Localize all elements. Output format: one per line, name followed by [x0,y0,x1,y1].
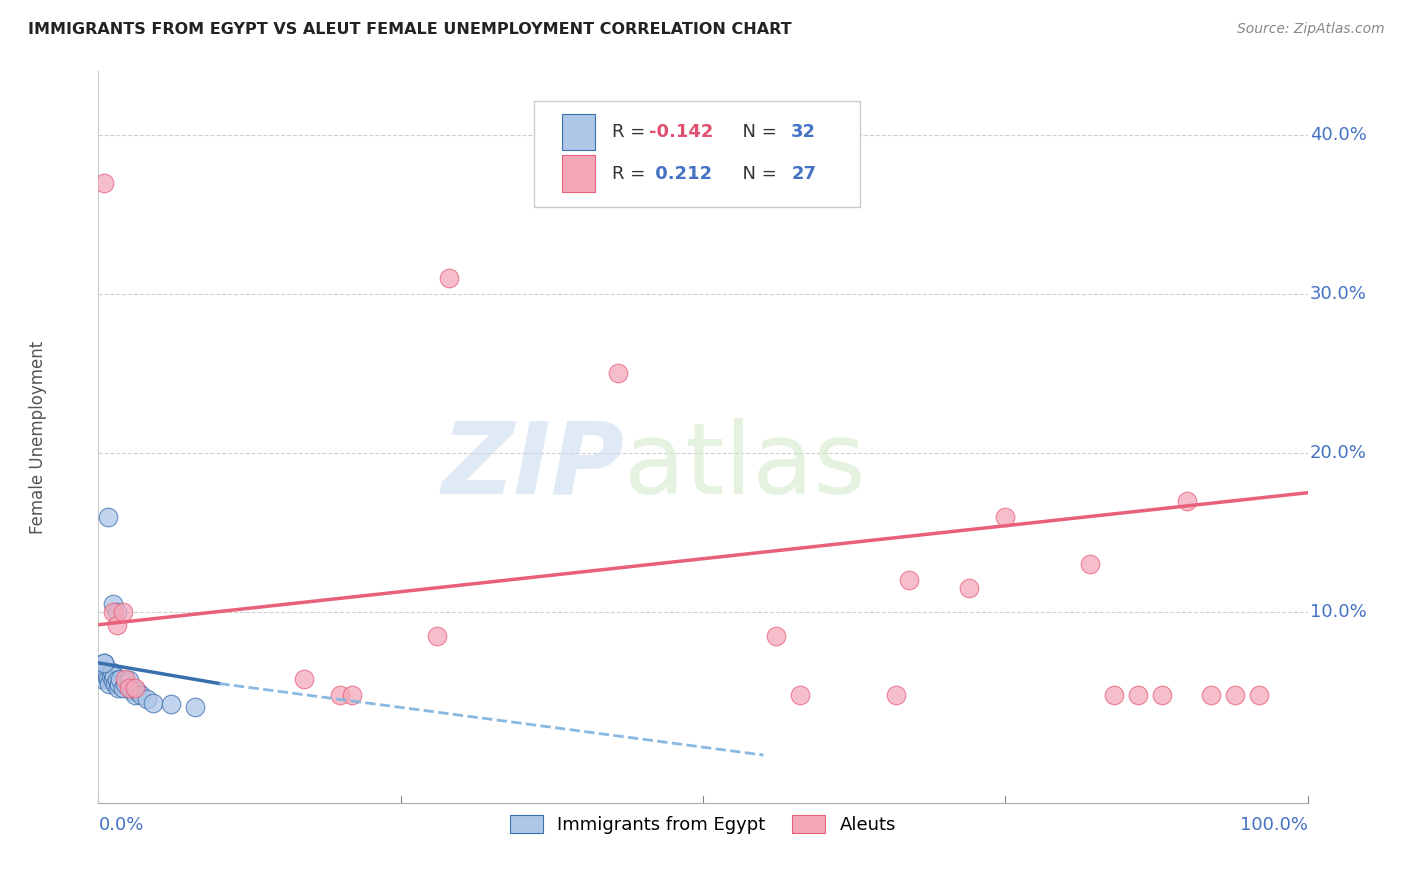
Text: -0.142: -0.142 [648,123,713,141]
Point [118,681,141,696]
Point [124,681,146,696]
Point [103,668,125,682]
Point [97,509,120,524]
Point [1223,688,1246,702]
Point [160,697,183,711]
Point [1249,688,1271,702]
Point [1102,688,1125,702]
FancyBboxPatch shape [534,101,860,207]
Point [100,665,122,680]
Point [994,509,1017,524]
Point [957,581,980,595]
Bar [561,155,595,192]
Text: 20.0%: 20.0% [1310,444,1367,462]
Text: Source: ZipAtlas.com: Source: ZipAtlas.com [1237,22,1385,37]
Point [437,271,460,285]
Point [105,605,128,619]
Text: Female Unemployment: Female Unemployment [30,341,46,533]
Text: 27: 27 [792,165,817,183]
Text: N =: N = [731,165,782,183]
Point [100,668,122,682]
Point [118,673,141,688]
Text: R =: R = [613,123,651,141]
Point [107,681,129,696]
Point [292,672,315,686]
Point [124,688,146,702]
Text: atlas: atlas [624,417,866,515]
Point [1199,688,1222,702]
Text: ZIP: ZIP [441,417,624,515]
Point [97,672,120,686]
Point [93,656,115,670]
Text: 10.0%: 10.0% [1310,603,1367,621]
Point [897,573,920,587]
Text: 30.0%: 30.0% [1310,285,1367,303]
Legend: Immigrants from Egypt, Aleuts: Immigrants from Egypt, Aleuts [503,807,903,841]
Point [127,684,149,698]
Point [1152,688,1174,702]
Point [104,676,127,690]
Point [765,629,787,643]
Point [329,688,352,702]
Point [129,688,152,702]
Point [98,676,121,690]
Point [142,696,165,710]
Bar [561,114,595,151]
Point [101,597,124,611]
Point [184,700,207,714]
Point [105,617,128,632]
Point [114,672,136,686]
Point [607,367,630,381]
Point [426,629,449,643]
Point [114,676,136,690]
Point [108,672,131,686]
Point [111,605,134,619]
Text: 0.212: 0.212 [648,165,711,183]
Point [105,673,128,688]
Point [135,692,157,706]
Text: 40.0%: 40.0% [1310,126,1367,144]
Point [1128,688,1150,702]
Text: 0.0%: 0.0% [98,815,143,833]
Text: N =: N = [731,123,782,141]
Point [101,673,124,688]
Text: 32: 32 [792,123,817,141]
Point [91,672,114,686]
Text: R =: R = [613,165,651,183]
Point [121,684,143,698]
Point [108,676,131,690]
Point [90,660,112,674]
Point [93,176,115,190]
Point [96,668,118,682]
Point [1175,493,1198,508]
Point [1078,558,1101,572]
Point [91,665,114,680]
Point [342,688,364,702]
Point [94,665,117,680]
Text: 100.0%: 100.0% [1240,815,1308,833]
Point [93,656,115,670]
Point [101,605,124,619]
Point [886,688,908,702]
Point [789,688,811,702]
Point [111,681,134,696]
Text: IMMIGRANTS FROM EGYPT VS ALEUT FEMALE UNEMPLOYMENT CORRELATION CHART: IMMIGRANTS FROM EGYPT VS ALEUT FEMALE UN… [28,22,792,37]
